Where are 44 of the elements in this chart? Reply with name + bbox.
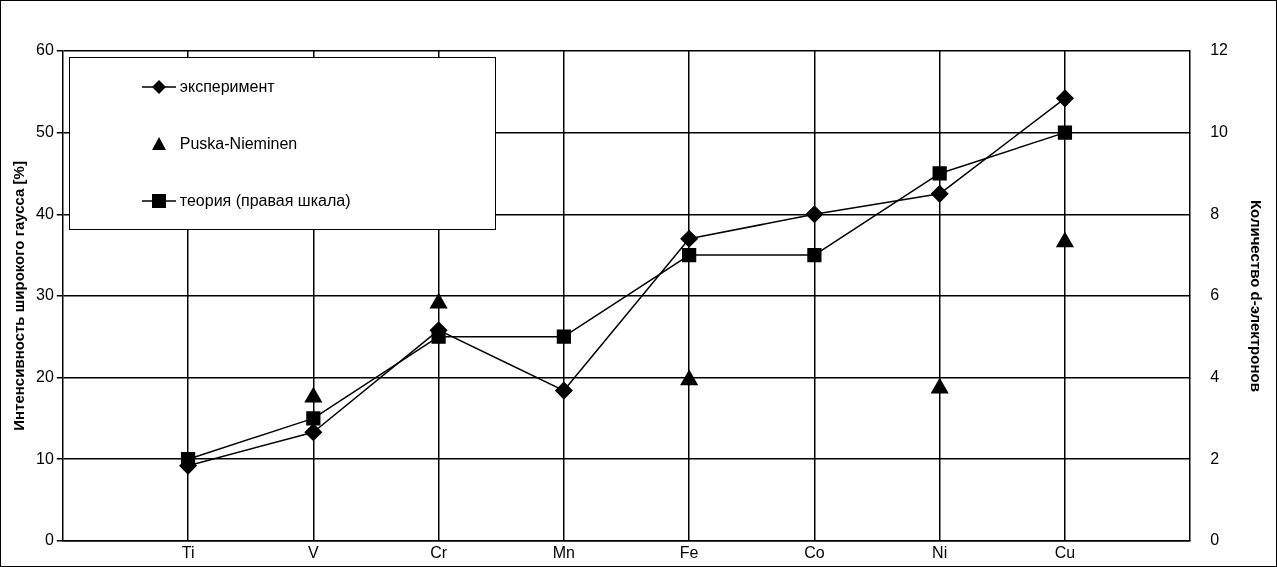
x-tick-label: Ni [932,543,948,561]
point [931,378,949,394]
y2-tick-label: 12 [1210,41,1229,59]
y-tick-label: 20 [36,367,54,385]
y-tick-label: 40 [36,204,54,222]
point [807,247,822,263]
point [932,166,947,181]
point [680,370,698,386]
point [430,293,448,309]
y2-tick-label: 10 [1210,123,1229,141]
y2-tick-label: 8 [1210,204,1220,222]
point [680,230,698,248]
point [304,423,323,441]
x-tick-label: Cr [430,543,448,561]
point [682,247,697,263]
point [555,381,573,400]
y-tick-label: 60 [36,41,54,59]
legend-label: Puska-Nieminen [179,134,298,153]
x-tick-label: Ti [181,543,195,561]
x-tick-label: Co [804,543,825,561]
y-axis-title: Интенсивность широкого гаусса [%] [10,161,28,431]
y-tick-label: 0 [44,531,54,549]
y2-tick-label: 0 [1210,531,1220,549]
y-tick-label: 50 [36,123,54,141]
point [306,411,321,426]
y2-tick-label: 4 [1210,367,1220,385]
point [1056,89,1074,108]
y2-tick-label: 6 [1210,286,1220,304]
point [1057,125,1073,140]
x-tick-label: V [308,543,319,561]
point [556,329,571,344]
y-tick-label: 10 [36,449,54,467]
y2-tick-label: 2 [1210,449,1220,467]
point [805,205,824,224]
legend-label: теория (правая шкала) [179,191,351,210]
y2-axis-title: Количество d-электронов [1247,199,1265,392]
x-tick-label: Fe [679,543,699,561]
point [304,387,322,403]
point [930,185,949,203]
legend-label: эксперимент [179,77,275,96]
y-tick-label: 30 [36,286,54,304]
point [1056,232,1074,248]
x-tick-label: Mn [552,543,575,561]
x-tick-label: Cu [1054,543,1076,561]
